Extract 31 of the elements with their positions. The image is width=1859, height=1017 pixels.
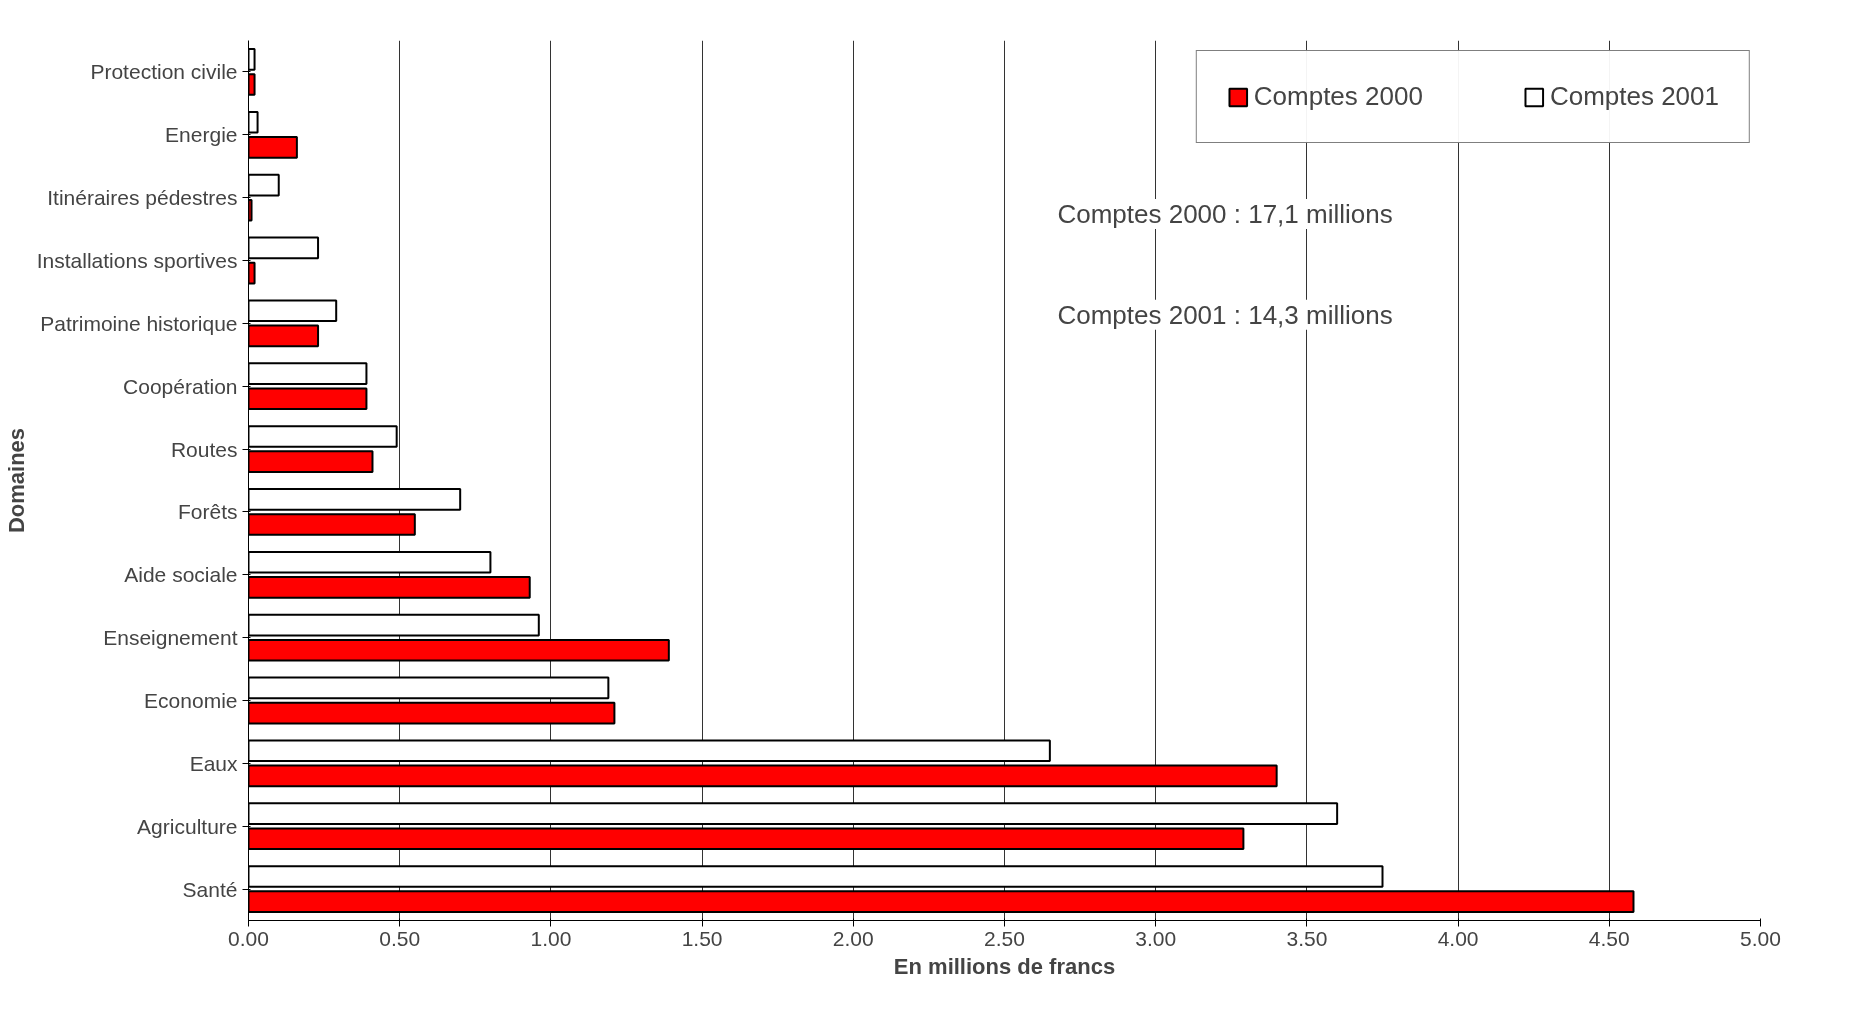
x-tick-label: 1.50 (681, 926, 723, 950)
y-tick-label: Agriculture (137, 814, 238, 838)
legend-label: Comptes 2001 (1549, 81, 1719, 112)
y-tick-label: Coopération (123, 374, 238, 398)
x-tick-label: 0.50 (379, 926, 421, 950)
y-tick-label: Routes (170, 437, 238, 461)
annotation: Comptes 2000 : 17,1 millions (1057, 199, 1393, 230)
y-tick-label: Aide sociale (124, 563, 238, 587)
x-tick-label: 4.50 (1588, 926, 1630, 950)
legend-label: Comptes 2000 (1253, 81, 1423, 112)
y-tick-label: Patrimoine historique (40, 311, 238, 335)
y-tick-label: Protection civile (90, 60, 238, 84)
y-tick-label: Energie (165, 123, 238, 147)
x-tick-label: 1.00 (530, 926, 572, 950)
y-tick-label: Enseignement (103, 626, 238, 650)
y-tick-label: Installations sportives (36, 249, 238, 272)
y-tick-label: Eaux (189, 751, 238, 775)
x-tick-label: 5.00 (1740, 926, 1781, 950)
y-tick-label: Santé (182, 877, 238, 901)
y-axis-title: Domaines (3, 427, 29, 534)
x-tick-label: 2.00 (832, 926, 874, 950)
x-tick-label: 0.00 (228, 926, 269, 950)
x-tick-label: 3.50 (1286, 926, 1328, 950)
x-axis-title: En millions de francs (893, 953, 1116, 979)
y-tick-label: Itinéraires pédestres (47, 186, 238, 210)
x-tick-label: 4.00 (1437, 926, 1479, 950)
x-tick-label: 2.50 (984, 926, 1025, 950)
x-tick-label: 3.00 (1135, 926, 1177, 950)
y-tick-label: Forêts (177, 500, 238, 524)
y-tick-label: Economie (144, 689, 238, 712)
annotation: Comptes 2001 : 14,3 millions (1057, 299, 1393, 330)
